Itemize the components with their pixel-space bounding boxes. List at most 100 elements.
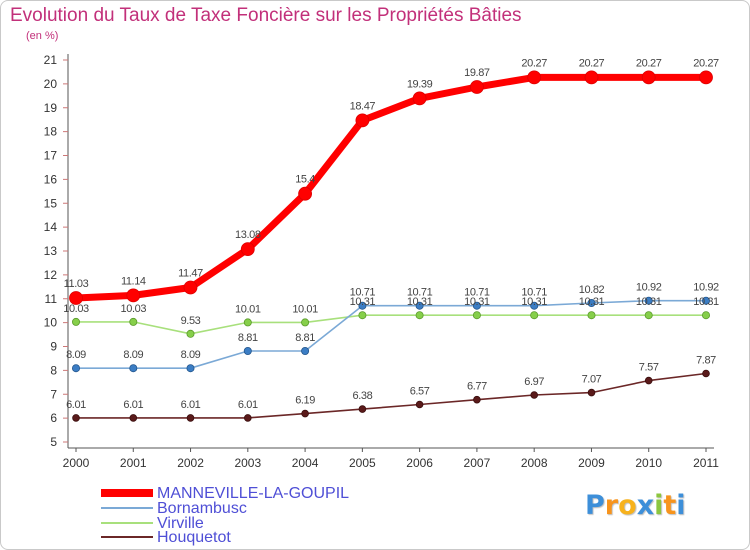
chart-title: Evolution du Taux de Taxe Foncière sur l… xyxy=(10,5,522,26)
series-bornambusc xyxy=(72,296,711,373)
data-point-manneville-la-goupil xyxy=(298,186,313,201)
data-label-houquetot: 6.01 xyxy=(238,399,258,411)
data-label-houquetot: 6.97 xyxy=(524,376,544,388)
data-point-manneville-la-goupil xyxy=(183,280,198,295)
x-tick-label: 2001 xyxy=(120,456,147,470)
data-point-houquetot xyxy=(530,391,538,399)
data-label-virville: 10.03 xyxy=(63,303,89,315)
data-label-manneville-la-goupil: 18.47 xyxy=(350,100,376,112)
y-tick-label: 6 xyxy=(50,411,57,425)
data-point-virville xyxy=(472,311,481,320)
y-tick-label: 14 xyxy=(44,220,58,234)
data-point-houquetot xyxy=(644,376,653,385)
data-point-virville xyxy=(301,318,310,327)
data-point-manneville-la-goupil xyxy=(412,91,427,106)
x-tick-label: 2011 xyxy=(693,456,719,470)
data-point-manneville-la-goupil xyxy=(584,70,599,85)
data-label-virville: 10.31 xyxy=(636,296,662,308)
data-point-bornambusc xyxy=(186,364,195,373)
y-tick-label: 20 xyxy=(44,77,58,91)
y-tick-label: 15 xyxy=(44,196,58,210)
data-point-virville xyxy=(358,311,367,320)
data-point-virville xyxy=(243,318,252,327)
data-label-houquetot: 6.77 xyxy=(467,381,487,393)
y-tick-label: 18 xyxy=(44,125,58,139)
data-label-virville: 10.31 xyxy=(350,296,376,308)
data-point-manneville-la-goupil xyxy=(126,288,141,303)
y-tick-label: 8 xyxy=(50,363,57,377)
y-tick-label: 19 xyxy=(44,101,58,115)
data-label-houquetot: 7.87 xyxy=(696,355,716,367)
legend-swatch xyxy=(101,489,153,497)
data-point-virville xyxy=(530,311,539,320)
y-tick-label: 16 xyxy=(44,172,58,186)
x-tick-label: 2005 xyxy=(349,456,376,470)
y-tick-label: 21 xyxy=(44,53,58,67)
x-tick-label: 2004 xyxy=(292,456,319,470)
data-point-manneville-la-goupil xyxy=(527,70,542,85)
data-label-bornambusc: 8.09 xyxy=(181,349,201,361)
data-point-houquetot xyxy=(415,400,424,409)
data-point-houquetot xyxy=(72,414,80,422)
data-point-bornambusc xyxy=(587,298,596,307)
y-tick-label: 9 xyxy=(50,340,57,354)
data-label-virville: 10.31 xyxy=(579,296,605,308)
legend-label: Bornambusc xyxy=(157,500,247,517)
series-line-virville xyxy=(75,314,707,335)
data-point-manneville-la-goupil xyxy=(641,70,656,85)
data-label-bornambusc: 10.92 xyxy=(693,282,719,294)
data-label-manneville-la-goupil: 20.27 xyxy=(521,57,547,69)
data-point-bornambusc xyxy=(243,346,252,355)
data-label-bornambusc: 10.92 xyxy=(636,282,662,294)
data-label-manneville-la-goupil: 11.47 xyxy=(178,268,203,280)
data-label-houquetot: 6.38 xyxy=(352,390,372,402)
data-label-houquetot: 6.01 xyxy=(123,399,143,411)
data-label-bornambusc: 10.71 xyxy=(350,287,376,299)
y-tick-label: 12 xyxy=(44,268,58,282)
legend-label: MANNEVILLE-LA-GOUPIL xyxy=(157,485,350,502)
data-label-virville: 10.01 xyxy=(292,303,318,315)
x-tick-label: 2006 xyxy=(406,456,433,470)
data-label-bornambusc: 10.71 xyxy=(407,287,433,299)
data-label-manneville-la-goupil: 20.27 xyxy=(693,57,719,69)
legend-swatch xyxy=(101,536,153,538)
data-label-bornambusc: 8.09 xyxy=(66,349,86,361)
data-label-houquetot: 7.07 xyxy=(582,374,602,386)
data-label-bornambusc: 10.71 xyxy=(464,287,490,299)
x-tick-label: 2007 xyxy=(464,456,491,470)
series-virville xyxy=(72,311,711,338)
legend-label: Virville xyxy=(157,515,204,532)
data-label-manneville-la-goupil: 20.27 xyxy=(636,57,662,69)
data-point-virville xyxy=(186,329,195,338)
data-point-bornambusc xyxy=(415,301,424,310)
data-point-manneville-la-goupil xyxy=(469,80,484,94)
logo-letter: r xyxy=(604,490,619,521)
y-tick-label: 7 xyxy=(50,387,57,401)
data-label-bornambusc: 8.81 xyxy=(238,332,258,344)
data-label-houquetot: 6.57 xyxy=(410,386,430,398)
data-point-bornambusc xyxy=(472,301,481,310)
x-tick-label: 2008 xyxy=(521,456,548,470)
logo-letter: x xyxy=(636,490,655,521)
data-point-houquetot xyxy=(129,414,138,422)
data-label-manneville-la-goupil: 11.14 xyxy=(121,275,146,287)
data-label-houquetot: 6.01 xyxy=(66,399,86,411)
logo-letter: t xyxy=(663,490,677,521)
x-tick-label: 2002 xyxy=(177,456,204,470)
logo-letter: P xyxy=(585,490,605,521)
data-point-virville xyxy=(72,317,81,326)
data-point-virville xyxy=(415,311,424,320)
data-label-manneville-la-goupil: 15.4 xyxy=(295,174,315,186)
data-label-bornambusc: 10.71 xyxy=(521,287,547,299)
data-point-bornambusc xyxy=(129,364,138,373)
data-label-virville: 10.31 xyxy=(407,296,433,308)
x-tick-label: 2000 xyxy=(63,456,90,470)
data-point-houquetot xyxy=(358,405,367,413)
data-label-virville: 10.03 xyxy=(121,303,147,315)
data-point-virville xyxy=(702,311,711,320)
data-point-manneville-la-goupil xyxy=(699,70,713,85)
data-point-manneville-la-goupil xyxy=(355,113,370,128)
data-point-houquetot xyxy=(244,414,252,422)
data-point-houquetot xyxy=(473,395,481,404)
